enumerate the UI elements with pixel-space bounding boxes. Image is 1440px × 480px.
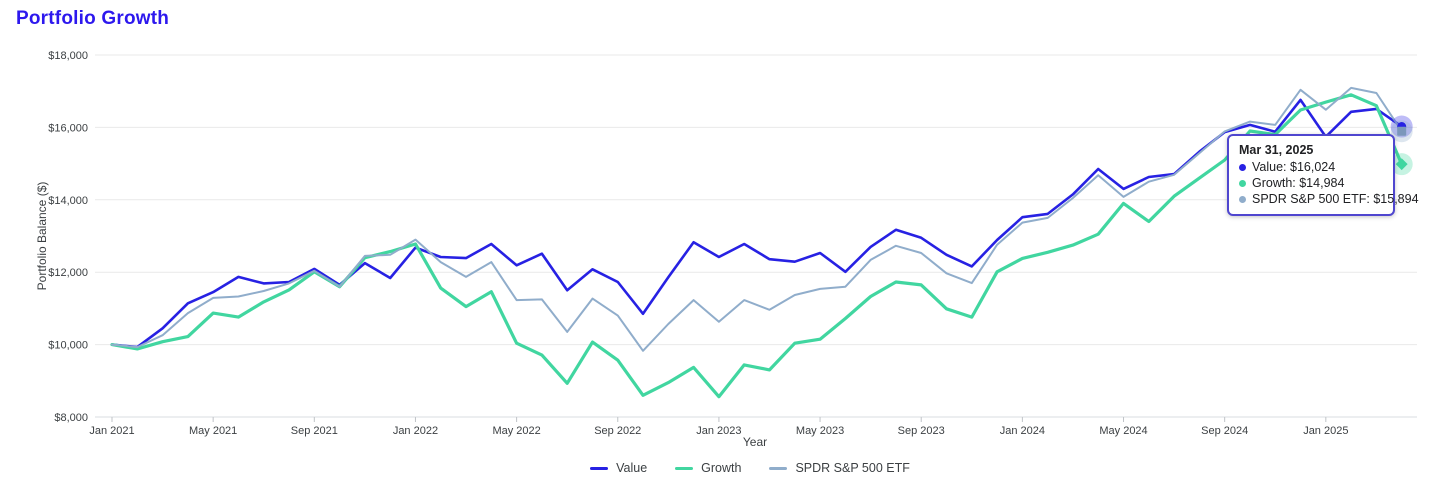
x-tick-label: Sep 2023 bbox=[898, 425, 945, 437]
x-tick-label: Jan 2024 bbox=[1000, 425, 1045, 437]
legend-item-growth[interactable]: Growth bbox=[675, 461, 741, 475]
y-axis-title: Portfolio Balance ($) bbox=[35, 182, 49, 291]
spdr-s-p-500-etf-marker[interactable] bbox=[1397, 126, 1407, 136]
chart-legend: Value Growth SPDR S&P 500 ETF bbox=[30, 461, 1440, 475]
legend-item-spdr-s-p-500-etf[interactable]: SPDR S&P 500 ETF bbox=[769, 461, 910, 475]
y-tick-label: $12,000 bbox=[48, 267, 88, 279]
y-tick-label: $8,000 bbox=[54, 412, 88, 424]
tooltip-date: Mar 31, 2025 bbox=[1239, 143, 1314, 157]
y-tick-label: $14,000 bbox=[48, 195, 88, 207]
x-tick-label: May 2023 bbox=[796, 425, 844, 437]
growth-line[interactable] bbox=[110, 93, 1404, 399]
legend-color-dash bbox=[590, 466, 609, 470]
legend-label: SPDR S&P 500 ETF bbox=[795, 461, 910, 475]
legend-color-dash bbox=[675, 466, 694, 470]
tooltip-series-value: Value: $16,024 bbox=[1252, 160, 1336, 174]
x-tick-label: Sep 2024 bbox=[1201, 425, 1248, 437]
page-title: Portfolio Growth bbox=[16, 8, 170, 29]
tooltip-series-row: Growth: $14,984 bbox=[1239, 176, 1383, 190]
legend-color-dash bbox=[769, 466, 788, 470]
spdr-s-p-500-etf-line[interactable] bbox=[111, 86, 1403, 352]
series-color-dot bbox=[1239, 195, 1246, 203]
x-tick-label: May 2022 bbox=[492, 425, 540, 437]
x-tick-label: Sep 2021 bbox=[291, 425, 338, 437]
legend-label: Growth bbox=[701, 461, 742, 475]
x-tick-label: Jan 2025 bbox=[1303, 425, 1348, 437]
x-tick-label: May 2024 bbox=[1099, 425, 1147, 437]
tooltip-series-row: SPDR S&P 500 ETF: $15,894 bbox=[1239, 192, 1419, 206]
tooltip-series-row: Value: $16,024 bbox=[1239, 160, 1383, 174]
y-tick-label: $18,000 bbox=[48, 50, 88, 62]
tooltip-series-value: SPDR S&P 500 ETF: $15,894 bbox=[1252, 192, 1419, 206]
legend-label: Value bbox=[616, 461, 648, 475]
chart-tooltip: Mar 31, 2025 Value: $16,024 Growth: $14,9… bbox=[1227, 134, 1419, 216]
value-line[interactable] bbox=[110, 98, 1403, 349]
x-tick-label: Sep 2022 bbox=[594, 425, 641, 437]
y-tick-label: $10,000 bbox=[48, 340, 88, 352]
x-axis-title: Year bbox=[743, 435, 767, 449]
series-color-dot bbox=[1239, 163, 1246, 171]
x-tick-label: Jan 2023 bbox=[696, 425, 741, 437]
y-tick-label: $16,000 bbox=[48, 122, 88, 134]
tooltip-series-value: Growth: $14,984 bbox=[1252, 176, 1345, 190]
legend-item-value[interactable]: Value bbox=[590, 461, 647, 475]
x-tick-label: May 2021 bbox=[189, 425, 237, 437]
x-tick-label: Jan 2022 bbox=[393, 425, 438, 437]
series-color-dot bbox=[1239, 179, 1246, 187]
x-tick-label: Jan 2021 bbox=[89, 425, 134, 437]
